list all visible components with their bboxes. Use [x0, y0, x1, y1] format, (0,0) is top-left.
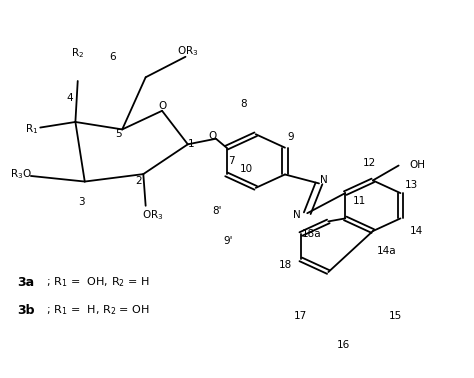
Text: 17: 17 — [293, 311, 307, 321]
Text: ; R$_1$ =  OH, R$_2$ = H: ; R$_1$ = OH, R$_2$ = H — [43, 275, 149, 289]
Text: N: N — [320, 175, 328, 185]
Text: ; R$_1$ =  H, R$_2$ = OH: ; R$_1$ = H, R$_2$ = OH — [43, 303, 149, 317]
Text: 14a: 14a — [377, 246, 397, 256]
Text: 1: 1 — [188, 139, 195, 149]
Text: R$_3$O: R$_3$O — [9, 167, 31, 181]
Text: 13: 13 — [405, 180, 418, 189]
Text: 5: 5 — [116, 129, 122, 139]
Text: N: N — [293, 210, 301, 220]
Text: OR$_3$: OR$_3$ — [177, 44, 199, 58]
Text: 7: 7 — [228, 156, 235, 166]
Text: 16: 16 — [337, 340, 350, 350]
Text: 6: 6 — [109, 52, 116, 62]
Text: 8': 8' — [212, 206, 222, 216]
Text: O: O — [209, 131, 217, 141]
Text: R$_1$: R$_1$ — [25, 122, 38, 136]
Text: 3a: 3a — [17, 276, 34, 289]
Text: 18a: 18a — [302, 229, 322, 239]
Text: 3: 3 — [78, 197, 85, 207]
Text: R$_2$: R$_2$ — [71, 46, 84, 60]
Text: 3b: 3b — [17, 304, 34, 316]
Text: O: O — [159, 101, 167, 111]
Text: 11: 11 — [353, 196, 366, 206]
Text: 18: 18 — [279, 260, 292, 270]
Text: 9': 9' — [223, 236, 232, 246]
Text: 2: 2 — [135, 176, 142, 186]
Text: OR$_3$: OR$_3$ — [142, 208, 164, 222]
Text: 14: 14 — [410, 226, 422, 236]
Text: 10: 10 — [240, 164, 253, 174]
Text: 15: 15 — [389, 311, 402, 321]
Text: 9: 9 — [288, 132, 294, 142]
Text: 12: 12 — [363, 158, 376, 168]
Text: OH: OH — [410, 160, 425, 170]
Text: 8: 8 — [241, 99, 247, 109]
Text: 4: 4 — [66, 93, 73, 103]
